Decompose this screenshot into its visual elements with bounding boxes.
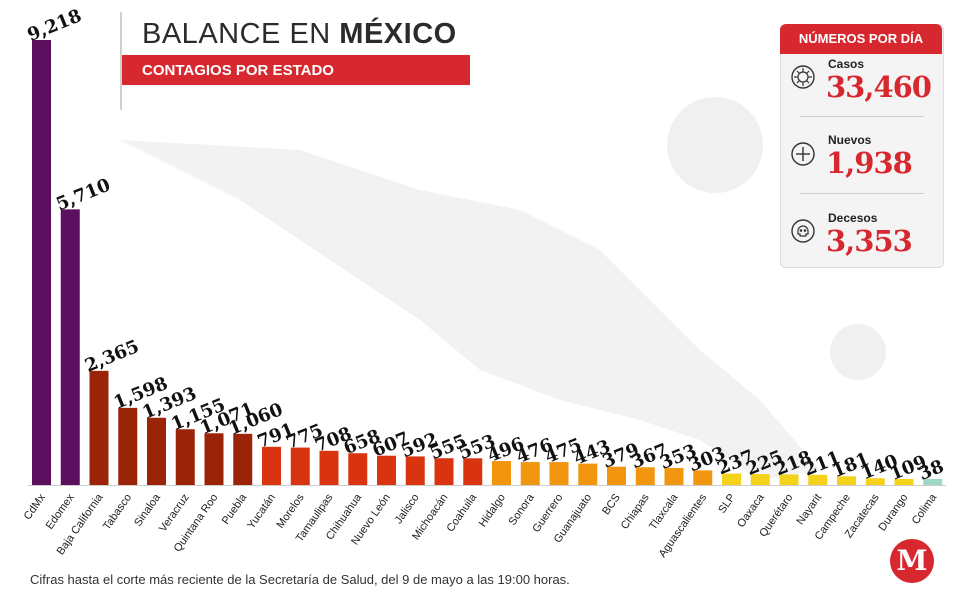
title-bold: MÉXICO: [339, 18, 457, 50]
title-light: BALANCE EN: [142, 18, 331, 50]
bar-11: [348, 453, 368, 485]
bar-7: [233, 433, 253, 485]
category-label-30: Durango: [876, 492, 910, 533]
bar-13: [405, 456, 425, 485]
category-label-24: SLP: [716, 492, 738, 516]
bar-31: [923, 479, 943, 485]
category-label-15: Coahuila: [444, 491, 479, 534]
value-label-2: 2,365: [82, 336, 142, 377]
footnote: Cifras hasta el corte más reciente de la…: [30, 572, 570, 587]
bar-12: [377, 455, 396, 485]
bar-6: [204, 433, 224, 485]
bar-27: [808, 474, 828, 485]
category-label-4: Sinaloa: [132, 491, 163, 529]
skull-icon: [791, 219, 815, 243]
bar-29: [865, 478, 885, 485]
bar-16: [492, 461, 511, 485]
bar-30: [894, 479, 914, 485]
casos-value: 33,460: [826, 70, 932, 104]
category-label-20: BCS: [600, 492, 623, 517]
decesos-value: 3,353: [826, 224, 913, 258]
bar-20: [607, 466, 626, 485]
subtitle-bar: [122, 55, 470, 85]
bar-22: [664, 467, 684, 485]
bar-9: [290, 447, 310, 485]
chart-subtitle: CONTAGIOS POR ESTADO: [142, 62, 334, 79]
category-label-16: Hidalgo: [477, 492, 508, 529]
casos-label: Casos: [828, 57, 865, 71]
virus-silhouette-small: [830, 324, 886, 380]
category-label-3: Tabasco: [101, 492, 134, 532]
bar-15: [463, 458, 483, 485]
milenio-logo: M: [890, 539, 934, 583]
bar-25: [750, 474, 770, 485]
stats-panel: [780, 24, 944, 268]
category-label-17: Sonora: [507, 491, 538, 528]
nuevos-label: Nuevos: [828, 133, 872, 147]
value-label-1: 5,710: [53, 175, 113, 216]
category-label-13: Jalisco: [393, 492, 422, 526]
bar-4: [147, 417, 166, 485]
bar-18: [549, 462, 569, 485]
title-rule: [120, 12, 122, 110]
stats-header: NÚMEROS POR DÍA: [780, 24, 942, 54]
bar-2: [89, 370, 109, 485]
virus-silhouette: [667, 97, 763, 193]
bar-24: [722, 473, 741, 485]
bar-19: [578, 463, 598, 485]
bar-26: [779, 474, 799, 485]
bar-14: [434, 458, 454, 485]
stats-divider: [800, 116, 924, 117]
bar-3: [118, 407, 138, 485]
bar-8: [262, 446, 281, 485]
value-label-0: 9,218: [25, 5, 85, 46]
bars-group: [28, 40, 946, 486]
bar-28: [837, 476, 856, 485]
decesos-label: Decesos: [828, 211, 878, 225]
bar-21: [635, 467, 655, 485]
bar-1: [60, 209, 80, 485]
page-title: BALANCE EN MÉXICO: [142, 18, 457, 51]
virus-icon: [791, 65, 815, 89]
bar-23: [693, 470, 713, 485]
category-label-31: Colima: [910, 491, 940, 527]
category-label-7: Puebla: [220, 491, 250, 527]
plus-icon: [791, 142, 815, 166]
category-label-0: CdMx: [22, 491, 49, 522]
bar-0: [32, 40, 51, 485]
bar-17: [520, 462, 540, 485]
bar-10: [319, 450, 339, 485]
stats-divider: [800, 193, 924, 194]
map-silhouette: [120, 140, 820, 480]
category-label-8: Yucatán: [245, 492, 278, 531]
nuevos-value: 1,938: [826, 146, 913, 180]
bar-5: [175, 429, 195, 485]
category-label-27: Nayarit: [794, 492, 824, 527]
